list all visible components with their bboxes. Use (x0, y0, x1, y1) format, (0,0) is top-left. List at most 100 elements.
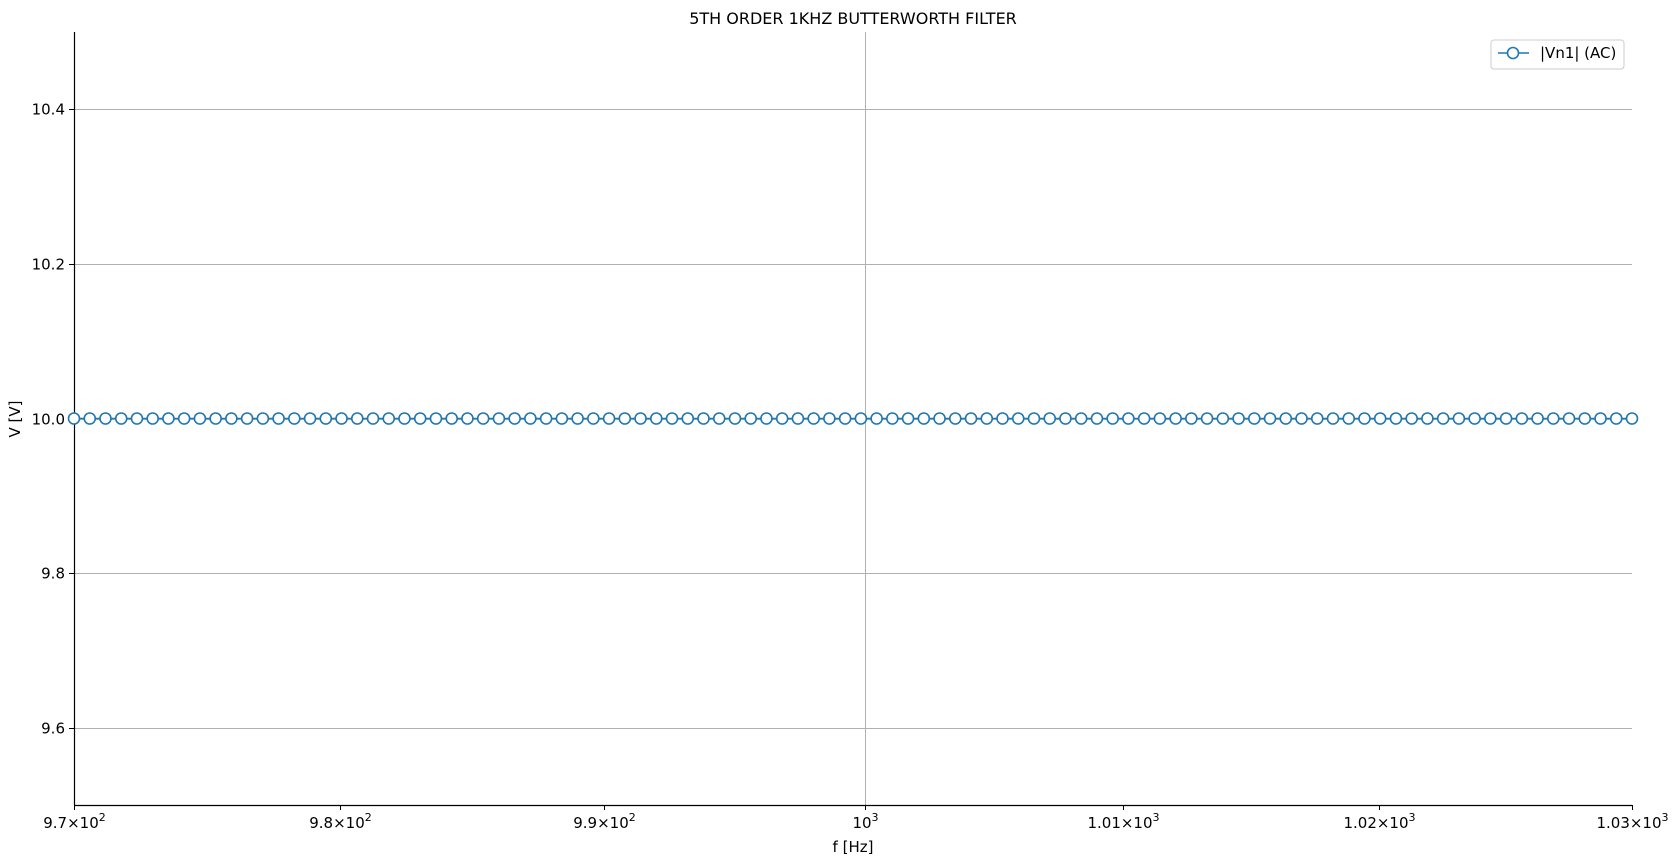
data-point (114, 412, 128, 425)
data-point (728, 412, 742, 425)
data-point (240, 412, 254, 425)
data-point (1310, 412, 1324, 425)
data-point (791, 412, 805, 425)
data-point (413, 412, 427, 425)
data-point (177, 412, 191, 425)
y-axis-label: V [V] (6, 401, 24, 438)
data-point (1342, 412, 1356, 425)
data-point (1594, 412, 1607, 425)
data-point (555, 412, 569, 425)
data-point (1421, 412, 1434, 425)
legend-box (1490, 39, 1625, 70)
data-point (1137, 412, 1151, 425)
data-point (649, 412, 663, 425)
legend-label: |Vn1| (AC) (1540, 44, 1616, 62)
data-point (917, 412, 931, 425)
data-point (303, 412, 317, 425)
data-point (1547, 412, 1560, 425)
data-point (744, 412, 758, 425)
data-point (933, 412, 946, 425)
data-point (209, 412, 222, 425)
data-point (1106, 412, 1119, 425)
data-point (1263, 412, 1277, 425)
data-point (335, 412, 348, 425)
data-point (256, 412, 270, 425)
data-point (1625, 412, 1639, 425)
tick-labels: 9.6 9.8 10.0 10.2 10.4 9.7×102 9.8×102 9.9×102 1… (32, 101, 1669, 833)
data-point (1578, 412, 1592, 425)
data-point (571, 412, 584, 425)
data-point (1295, 412, 1308, 425)
data-point (508, 412, 521, 425)
data-point (1358, 412, 1371, 425)
data-point (1043, 412, 1057, 425)
data-point (1200, 412, 1214, 425)
data-point (1609, 412, 1623, 425)
x-tick-label: 9.7×102 (43, 811, 106, 832)
series-layer (67, 412, 1639, 425)
x-tick-label: 1.03×103 (1596, 811, 1668, 832)
data-point (1531, 412, 1544, 425)
data-point (366, 412, 380, 425)
data-point (948, 412, 962, 425)
data-point (1169, 412, 1182, 425)
data-point (67, 412, 81, 425)
x-tick-label: 9.9×102 (573, 811, 636, 832)
y-tick-label: 9.8 (41, 565, 65, 583)
data-point (1279, 412, 1293, 425)
data-point (697, 412, 710, 425)
data-point (1185, 412, 1198, 425)
data-point (1232, 412, 1245, 425)
data-point (854, 412, 868, 425)
x-tick-label: 103 (852, 811, 878, 832)
data-point (760, 412, 773, 425)
data-point (1248, 412, 1261, 425)
data-point (634, 412, 647, 425)
data-point (665, 412, 679, 425)
data-point (1122, 412, 1135, 425)
data-point (964, 412, 978, 425)
data-point (1059, 412, 1072, 425)
data-point (225, 412, 238, 425)
data-point (445, 412, 459, 425)
data-point (1153, 412, 1167, 425)
data-point (823, 412, 836, 425)
legend: |Vn1| (AC) (1490, 39, 1625, 70)
data-point (996, 412, 1009, 425)
data-point (162, 412, 175, 425)
data-point (146, 412, 159, 425)
x-axis-label: f [Hz] (833, 838, 874, 856)
data-point (476, 412, 490, 425)
data-point (1452, 412, 1466, 425)
y-tick-label: 9.6 (41, 720, 65, 738)
data-point (1436, 412, 1450, 425)
data-point (492, 412, 506, 425)
data-point (980, 412, 994, 425)
data-point (886, 412, 899, 425)
data-point (1389, 412, 1403, 425)
data-point (1484, 412, 1497, 425)
data-point (775, 412, 789, 425)
data-point (807, 412, 820, 425)
data-point (1027, 412, 1041, 425)
data-point (382, 412, 396, 425)
data-point (288, 412, 301, 425)
data-point (193, 412, 207, 425)
data-point (83, 412, 97, 425)
x-tick-label: 1.01×103 (1087, 811, 1159, 832)
data-point (1326, 412, 1340, 425)
data-point (350, 412, 364, 425)
x-tick-label: 9.8×102 (309, 811, 372, 832)
data-point (1011, 412, 1025, 425)
legend-marker (1506, 46, 1520, 60)
data-point (319, 412, 333, 425)
data-point (587, 412, 600, 425)
data-point (870, 412, 883, 425)
data-point (712, 412, 726, 425)
data-point (1515, 412, 1529, 425)
y-tick-label: 10.0 (32, 411, 65, 429)
data-point (461, 412, 474, 425)
y-tick-label: 10.2 (32, 256, 65, 274)
data-point (539, 412, 553, 425)
